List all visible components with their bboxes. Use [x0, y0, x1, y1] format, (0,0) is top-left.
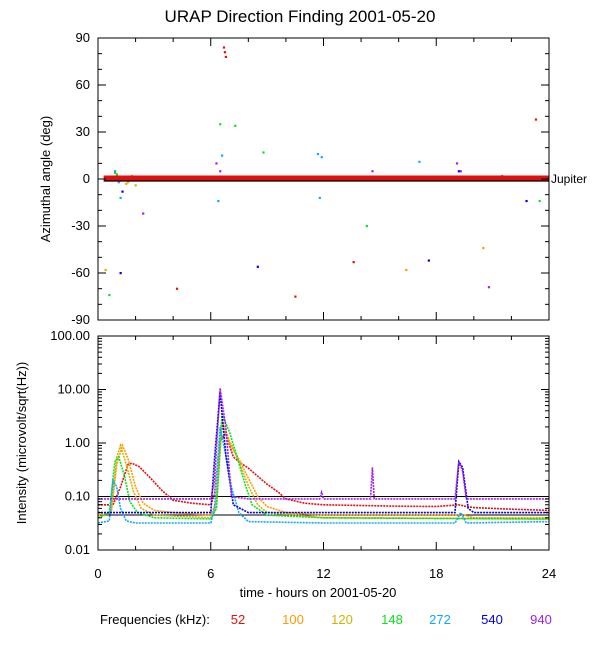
azimuth-point-52 [175, 287, 179, 290]
azimuth-point-940 [455, 162, 459, 165]
time-xtick-label: 24 [542, 566, 556, 581]
azimuth-ytick-label: 30 [76, 124, 90, 139]
azimuth-ytick-label: -90 [71, 312, 90, 327]
azimuth-point-540 [427, 259, 430, 262]
intensity-series-940 [98, 388, 549, 500]
legend-item-148: 148 [381, 612, 403, 627]
azimuth-point-148 [108, 293, 111, 297]
azimuth-point-940 [459, 170, 462, 173]
intensity-ticks: 100.00 10.00 1.00 0.10 0.01 0 6 12 18 24 [50, 328, 556, 581]
azimuth-y-axis-label: Azimuthal angle (deg) [38, 116, 53, 242]
azimuth-ytick-label: -60 [71, 265, 90, 280]
azimuth-ytick-label: 0 [83, 171, 90, 186]
azimuth-point-52 [352, 261, 355, 264]
azimuth-point-148 [115, 173, 118, 176]
azimuth-point-52 [223, 51, 227, 54]
azimuth-point-272 [217, 199, 220, 203]
jupiter-label: Jupiter [551, 172, 587, 186]
intensity-ytick-label: 1.00 [65, 435, 90, 450]
azimuth-point-100 [125, 182, 128, 185]
azimuth-point-272 [117, 181, 120, 184]
azimuth-point-148 [365, 225, 368, 228]
time-xtick-label: 18 [429, 566, 443, 581]
azimuth-point-272 [119, 196, 122, 199]
frequency-legend: Frequencies (kHz): 52 100 120 148 272 540 940 [100, 612, 552, 627]
legend-item-540: 540 [481, 612, 503, 627]
intensity-lines [97, 388, 550, 524]
azimuth-ytick-label: 60 [76, 77, 90, 92]
time-xtick-label: 0 [94, 566, 101, 581]
azimuth-point-100 [482, 246, 485, 250]
azimuth-point-148 [113, 171, 117, 174]
azimuth-ticks: 90 60 30 0 -30 -60 -90 [71, 30, 550, 327]
intensity-series-52 [98, 431, 550, 512]
azimuth-point-148 [538, 199, 541, 203]
intensity-ytick-label: 0.01 [65, 542, 90, 557]
azimuth-point-120 [104, 268, 107, 272]
azimuth-point-272 [221, 154, 224, 157]
azimuth-point-148 [234, 124, 237, 127]
legend-item-52: 52 [231, 612, 245, 627]
azimuth-point-148 [219, 123, 222, 126]
intensity-y-axis-label: Intensity (microvolt/sqrt(Hz)) [14, 362, 29, 525]
legend-item-120: 120 [331, 612, 353, 627]
time-xtick-label: 12 [316, 566, 330, 581]
azimuth-point-940 [371, 170, 374, 173]
azimuth-point-940 [219, 170, 222, 173]
time-x-axis-label: time - hours on 2001-05-20 [240, 585, 397, 600]
azimuth-point-272 [418, 160, 421, 163]
azimuth-point-52 [294, 295, 297, 298]
azimuth-point-540 [525, 199, 528, 203]
azimuth-ytick-label: -30 [71, 218, 90, 233]
azimuth-point-272 [113, 170, 117, 173]
azimuth-panel: 90 60 30 0 -30 -60 -90 Azimuthal angle (deg) J… [38, 30, 587, 327]
azimuth-point-148 [262, 151, 265, 154]
azimuth-points [104, 46, 541, 298]
azimuth-point-100 [405, 268, 408, 272]
azimuth-point-272 [318, 196, 321, 199]
azimuth-point-540 [457, 170, 460, 173]
legend-item-940: 940 [530, 612, 552, 627]
azimuth-point-52 [222, 46, 226, 49]
azimuth-point-52 [224, 55, 227, 58]
azimuth-point-120 [134, 184, 137, 187]
legend-label: Frequencies (kHz): [100, 612, 210, 627]
azimuth-point-540 [256, 265, 259, 268]
chart-title: URAP Direction Finding 2001-05-20 [165, 7, 436, 26]
azimuth-point-120 [127, 181, 130, 184]
intensity-panel: 100.00 10.00 1.00 0.10 0.01 0 6 12 18 24 Intensit… [14, 328, 556, 600]
intensity-series-100 [97, 424, 549, 519]
intensity-ytick-label: 10.00 [57, 382, 90, 397]
intensity-series-272 [97, 426, 550, 524]
azimuth-point-272 [320, 156, 323, 159]
time-xtick-label: 6 [207, 566, 214, 581]
legend-item-100: 100 [282, 612, 304, 627]
azimuth-point-540 [121, 190, 124, 193]
intensity-ytick-label: 0.10 [65, 489, 90, 504]
azimuth-point-940 [487, 286, 491, 289]
legend-item-272: 272 [429, 612, 451, 627]
intensity-series-148 [97, 413, 550, 520]
azimuth-point-52 [534, 118, 538, 121]
azimuth-ytick-label: 90 [76, 30, 90, 45]
azimuth-point-272 [316, 152, 320, 156]
azimuth-point-940 [142, 212, 145, 215]
azimuth-point-940 [215, 162, 218, 165]
azimuth-point-540 [119, 272, 122, 275]
intensity-ytick-label: 100.00 [50, 328, 90, 343]
jupiter-reference [103, 175, 549, 182]
